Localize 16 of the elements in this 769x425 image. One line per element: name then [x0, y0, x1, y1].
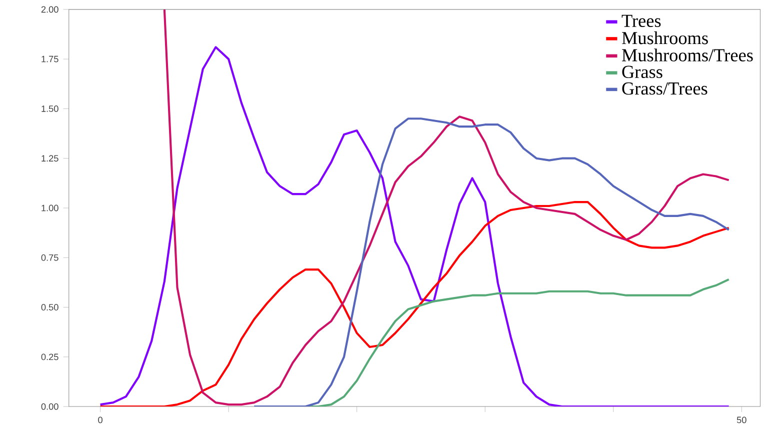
y-tick-label: 1.00 [42, 204, 58, 212]
legend-label: Mushrooms [622, 31, 708, 44]
y-tick-label: 0.00 [41, 403, 58, 410]
legend-label: Mushrooms/Trees [622, 48, 753, 62]
y-tick-label: 1.25 [42, 155, 58, 162]
x-tick-label: 50 [736, 416, 746, 424]
y-tick-label: 0.75 [41, 254, 58, 261]
legend-label: Trees [622, 15, 661, 28]
y-tick-label: 1.75 [42, 56, 58, 62]
y-tick-label: 0.25 [41, 354, 58, 360]
legend-label: Grass/Trees [622, 82, 708, 95]
y-tick-label: 2.00 [41, 6, 58, 13]
y-tick-label: 0.50 [41, 304, 58, 311]
x-tick-label: 0 [98, 416, 102, 424]
y-tick-label: 1.50 [42, 106, 58, 112]
legend-label: Grass [622, 66, 662, 78]
